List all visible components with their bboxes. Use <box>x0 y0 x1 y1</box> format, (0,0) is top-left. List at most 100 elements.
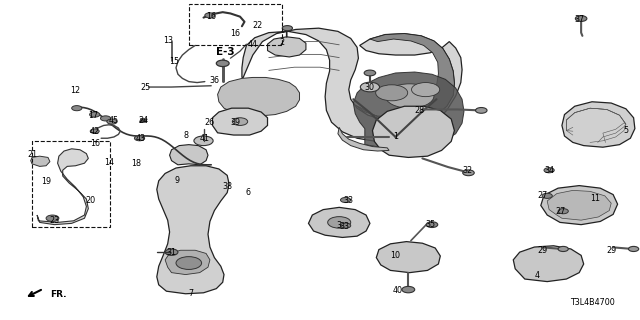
Text: 24: 24 <box>138 116 148 124</box>
Circle shape <box>385 84 434 108</box>
Circle shape <box>46 215 59 221</box>
Text: 29: 29 <box>606 246 616 255</box>
Text: 7: 7 <box>188 289 193 298</box>
Circle shape <box>402 286 415 293</box>
Circle shape <box>463 170 474 176</box>
Circle shape <box>426 222 438 228</box>
Circle shape <box>376 85 408 101</box>
Circle shape <box>216 60 229 67</box>
Text: 19: 19 <box>41 177 51 186</box>
Text: 28: 28 <box>415 106 425 115</box>
Circle shape <box>340 223 351 228</box>
Text: 5: 5 <box>623 126 628 135</box>
Text: 33: 33 <box>339 222 349 231</box>
Text: 42: 42 <box>90 127 100 136</box>
Text: 16: 16 <box>230 29 241 38</box>
Circle shape <box>544 168 554 173</box>
Text: 2: 2 <box>279 38 284 47</box>
Text: 12: 12 <box>70 86 81 95</box>
Text: 27: 27 <box>538 191 548 200</box>
Text: 20: 20 <box>86 196 96 204</box>
Text: 27: 27 <box>556 207 566 216</box>
Polygon shape <box>140 118 147 122</box>
Text: FR.: FR. <box>50 290 67 299</box>
Polygon shape <box>218 77 300 116</box>
Circle shape <box>194 136 213 146</box>
Text: 15: 15 <box>169 57 179 66</box>
Polygon shape <box>308 207 370 237</box>
Polygon shape <box>268 37 306 57</box>
Text: T3L4B4700: T3L4B4700 <box>570 298 614 307</box>
Text: 8: 8 <box>183 131 188 140</box>
Text: 33: 33 <box>343 196 353 205</box>
Circle shape <box>205 13 215 18</box>
Bar <box>32 141 110 227</box>
Circle shape <box>558 209 568 214</box>
Text: 3: 3 <box>337 221 342 230</box>
Circle shape <box>90 129 99 133</box>
Text: 31: 31 <box>166 248 177 257</box>
Text: 36: 36 <box>209 76 220 85</box>
Circle shape <box>165 249 178 255</box>
Polygon shape <box>562 102 635 147</box>
Polygon shape <box>165 250 210 275</box>
Text: 30: 30 <box>365 83 375 92</box>
Text: 38: 38 <box>223 182 233 191</box>
Text: 16: 16 <box>90 139 100 148</box>
Circle shape <box>282 26 292 31</box>
Polygon shape <box>338 127 389 151</box>
Circle shape <box>476 108 487 113</box>
Circle shape <box>575 16 587 21</box>
Circle shape <box>107 119 117 124</box>
Text: 45: 45 <box>109 116 119 125</box>
Polygon shape <box>242 28 462 141</box>
Text: 26: 26 <box>205 118 215 127</box>
Text: 35: 35 <box>425 220 435 229</box>
Text: 41: 41 <box>199 134 209 143</box>
Text: 40: 40 <box>393 286 403 295</box>
Circle shape <box>364 70 376 76</box>
Text: 1: 1 <box>393 132 398 141</box>
Text: 17: 17 <box>88 111 98 120</box>
Circle shape <box>542 193 552 198</box>
Polygon shape <box>170 145 208 165</box>
Circle shape <box>412 83 440 97</box>
Text: 14: 14 <box>104 158 114 167</box>
Text: 39: 39 <box>230 118 241 127</box>
Circle shape <box>72 106 82 111</box>
Text: 13: 13 <box>163 36 173 45</box>
Text: 34: 34 <box>544 166 554 175</box>
Text: 29: 29 <box>538 246 548 255</box>
Circle shape <box>176 257 202 269</box>
Circle shape <box>134 136 145 141</box>
Circle shape <box>100 116 111 121</box>
Circle shape <box>340 197 351 203</box>
Text: 9: 9 <box>174 176 179 185</box>
Text: 32: 32 <box>462 166 472 175</box>
Text: 23: 23 <box>49 216 60 225</box>
Circle shape <box>558 246 568 252</box>
Text: 11: 11 <box>590 194 600 203</box>
Text: E-3: E-3 <box>216 47 235 57</box>
Text: 25: 25 <box>141 83 151 92</box>
Circle shape <box>90 112 100 117</box>
Text: 44: 44 <box>247 40 257 49</box>
Text: 6: 6 <box>246 188 251 197</box>
Circle shape <box>628 246 639 252</box>
Bar <box>189 4 282 45</box>
Circle shape <box>360 82 380 92</box>
Polygon shape <box>353 72 464 149</box>
Polygon shape <box>157 166 229 294</box>
Polygon shape <box>372 106 454 157</box>
Text: 37: 37 <box>574 15 584 24</box>
Polygon shape <box>513 246 584 282</box>
Polygon shape <box>547 190 611 220</box>
Text: 22: 22 <box>252 21 262 30</box>
Polygon shape <box>31 156 50 166</box>
Text: 21: 21 <box>27 150 37 159</box>
Polygon shape <box>376 242 440 273</box>
Polygon shape <box>37 149 88 225</box>
Polygon shape <box>541 186 618 225</box>
Text: 4: 4 <box>535 271 540 280</box>
Text: 16: 16 <box>206 12 216 20</box>
